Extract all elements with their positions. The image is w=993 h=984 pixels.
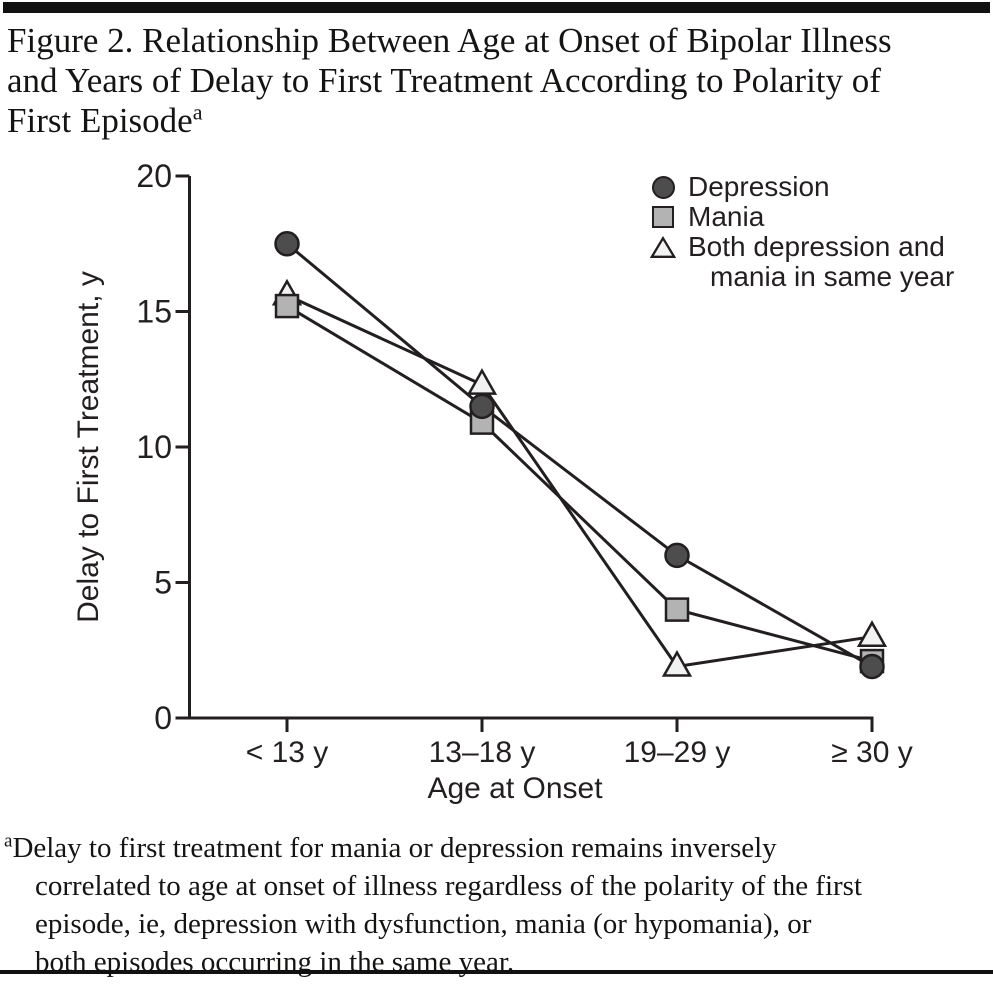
- footnote-marker: a: [4, 830, 13, 852]
- legend-row-both-line2: mania in same year: [650, 261, 980, 292]
- y-tick-label: 15: [136, 294, 172, 330]
- series-line-square: [286, 304, 873, 663]
- figure-title-line3: First Episodea: [7, 99, 203, 140]
- x-axis-title: Age at Onset: [427, 772, 603, 805]
- mania-square-icon: [652, 206, 674, 228]
- x-tick-label: 19–29 y: [624, 736, 731, 769]
- top-rule-bar: [3, 2, 990, 13]
- series-line-triangle: [286, 293, 873, 669]
- data-point-circle: [469, 393, 495, 420]
- bottom-rule-bar: [0, 970, 993, 974]
- figure-title-line2: and Years of Delay to First Treatment Ac…: [7, 61, 881, 100]
- y-tick-label: 0: [154, 700, 172, 736]
- x-tick-label: 13–18 y: [429, 736, 536, 769]
- footnote-line2: correlated to age at onset of illness re…: [35, 870, 863, 902]
- chart-legend: Depression Mania Both depression and man…: [650, 171, 980, 292]
- footnote-line3: episode, ie, depression with dysfunction…: [35, 908, 812, 940]
- data-point-square: [274, 293, 300, 319]
- footnote-line1: aDelay to first treatment for mania or d…: [4, 830, 777, 864]
- footnote-line4: both episodes occurring in the same year…: [35, 946, 515, 978]
- series-line-circle: [286, 242, 873, 668]
- data-point-triangle: [856, 620, 888, 647]
- legend-row-depression: Depression: [650, 171, 980, 202]
- data-point-circle: [664, 542, 690, 569]
- x-tick-label: ≥ 30 y: [831, 736, 913, 769]
- legend-label-both-line1: Both depression and: [688, 231, 945, 262]
- legend-row-both: Both depression and: [650, 231, 980, 262]
- data-point-square: [664, 597, 690, 622]
- line-chart: 0 5 10 15 20 < 13 y 13–18 y 19–29 y ≥ 30 y Age at…: [72, 158, 913, 805]
- y-tick-label: 20: [136, 158, 172, 194]
- data-point-circle: [859, 653, 885, 680]
- y-tick-label: 10: [136, 429, 172, 465]
- figure-footnote: aDelay to first treatment for mania or d…: [4, 829, 991, 981]
- y-axis-title: Delay to First Treatment, y: [72, 271, 105, 623]
- title-footnote-marker: a: [192, 99, 203, 125]
- legend-label-both-line2: mania in same year: [710, 261, 955, 292]
- x-tick-label: < 13 y: [246, 736, 329, 769]
- legend-row-mania: Mania: [650, 201, 980, 232]
- figure-title: Figure 2. Relationship Between Age at On…: [7, 21, 989, 141]
- chart-area: 0 5 10 15 20 < 13 y 13–18 y 19–29 y ≥ 30 y Age at…: [72, 158, 980, 805]
- legend-label-mania: Mania: [688, 201, 765, 232]
- data-point-triangle: [661, 649, 693, 677]
- y-tick-label: 5: [154, 565, 172, 601]
- data-point-circle: [274, 231, 300, 257]
- data-point-triangle: [466, 368, 498, 395]
- depression-circle-icon: [651, 175, 675, 199]
- both-triangle-icon: [650, 235, 676, 258]
- figure-title-line1: Figure 2. Relationship Between Age at On…: [7, 21, 892, 60]
- legend-label-depression: Depression: [688, 171, 830, 202]
